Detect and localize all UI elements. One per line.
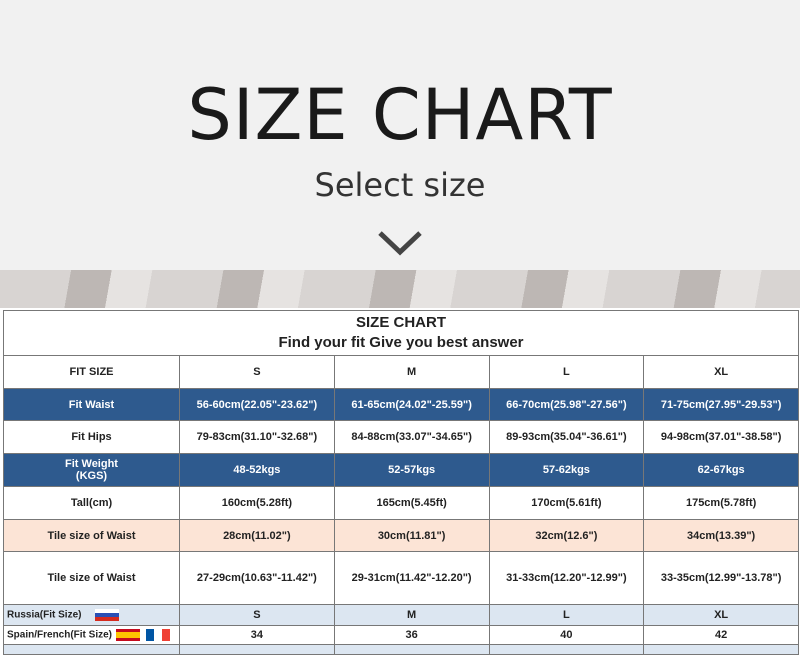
cell: 71-75cm(27.95"-29.53") xyxy=(643,388,799,421)
cell: 28cm(11.02") xyxy=(179,519,335,552)
row-label: Tall(cm) xyxy=(3,486,180,520)
header-cell: L xyxy=(488,355,645,389)
table-row: Fit Hips 79-83cm(31.10"-32.68") 84-88cm(33… xyxy=(3,420,799,454)
row-label: Spain/French(Fit Size) xyxy=(3,625,180,645)
cell: S xyxy=(179,604,335,626)
cell: 42 xyxy=(643,625,799,645)
cell: 29-31cm(11.42"-12.20") xyxy=(333,551,490,605)
table-row: Spain/French(Fit Size) 34 36 40 42 xyxy=(3,625,799,645)
cell: 52-57kgs xyxy=(333,453,490,487)
row-label-unit: (KGS) xyxy=(75,470,108,482)
table-title: SIZE CHART xyxy=(356,314,446,331)
banner-title: SIZE CHART xyxy=(187,74,613,156)
row-label: Tile size of Waist xyxy=(3,551,180,605)
banner: SIZE CHART Select size xyxy=(0,0,800,270)
row-label-text: Russia(Fit Size) xyxy=(7,609,82,621)
cell: 30cm(11.81") xyxy=(333,519,490,552)
table-row: Russia(Fit Size) S M L XL xyxy=(3,604,799,626)
cell: 31-33cm(12.20"-12.99") xyxy=(488,551,645,605)
table-row: Fit Weight (KGS) 48-52kgs 52-57kgs 57-62kgs 6… xyxy=(3,453,799,487)
cell: L xyxy=(488,604,645,626)
cell: 36 xyxy=(333,625,490,645)
cell: 61-65cm(24.02"-25.59") xyxy=(333,388,490,421)
cell: 33-35cm(12.99"-13.78") xyxy=(643,551,799,605)
header-cell: FIT SIZE xyxy=(3,355,180,389)
size-chart-table: SIZE CHART Find your fit Give you best an… xyxy=(3,310,799,655)
cell: 34cm(13.39") xyxy=(643,519,799,552)
table-subtitle: Find your fit Give you best answer xyxy=(278,334,524,351)
cell: 160cm(5.28ft) xyxy=(179,486,335,520)
cell: 27-29cm(10.63"-11.42") xyxy=(179,551,335,605)
cell: 165cm(5.45ft) xyxy=(333,486,490,520)
row-label: Tile size of Waist xyxy=(3,519,180,552)
cell: 94-98cm(37.01"-38.58") xyxy=(643,420,799,454)
row-label: Fit Hips xyxy=(3,420,180,454)
cell: 56-60cm(22.05"-23.62") xyxy=(179,388,335,421)
row-label-text: Fit Weight xyxy=(65,458,118,470)
header-cell: M xyxy=(333,355,490,389)
row-label: Russia(Fit Size) xyxy=(3,604,180,626)
table-row: Tall(cm) 160cm(5.28ft) 165cm(5.45ft) 170cm(… xyxy=(3,486,799,520)
chevron-down-icon xyxy=(378,231,422,256)
cell: 57-62kgs xyxy=(488,453,645,487)
spain-flag-icon xyxy=(116,629,141,641)
header-cell: XL xyxy=(643,355,799,389)
table-row: Tile size of Waist 27-29cm(10.63"-11.42")… xyxy=(3,551,799,605)
cell: 40 xyxy=(488,625,645,645)
table-row: Fit Waist 56-60cm(22.05"-23.62") 61-65cm(2… xyxy=(3,388,799,421)
cell: 34 xyxy=(179,625,335,645)
banner-subtitle: Select size xyxy=(314,166,486,204)
cell: 89-93cm(35.04"-36.61") xyxy=(488,420,645,454)
cell: 84-88cm(33.07"-34.65") xyxy=(333,420,490,454)
table-row-partial xyxy=(3,644,799,655)
cell: M xyxy=(333,604,490,626)
header-cell: S xyxy=(179,355,335,389)
cell: 170cm(5.61ft) xyxy=(488,486,645,520)
table-row: Tile size of Waist 28cm(11.02") 30cm(11.81… xyxy=(3,519,799,552)
cell: 175cm(5.78ft) xyxy=(643,486,799,520)
cell: 66-70cm(25.98"-27.56") xyxy=(488,388,645,421)
cell: 62-67kgs xyxy=(643,453,799,487)
france-flag-icon xyxy=(146,629,171,641)
table-title-row: SIZE CHART Find your fit Give you best an… xyxy=(3,310,799,356)
row-label: Fit Weight (KGS) xyxy=(3,453,180,487)
cell: 79-83cm(31.10"-32.68") xyxy=(179,420,335,454)
decorative-band xyxy=(0,270,800,308)
table-header: FIT SIZE S M L XL xyxy=(3,355,799,389)
cell: 48-52kgs xyxy=(179,453,335,487)
row-label-text: Spain/French(Fit Size) xyxy=(7,629,113,641)
row-label: Fit Waist xyxy=(3,388,180,421)
cell: XL xyxy=(643,604,799,626)
russia-flag-icon xyxy=(95,609,120,621)
cell: 32cm(12.6") xyxy=(488,519,645,552)
